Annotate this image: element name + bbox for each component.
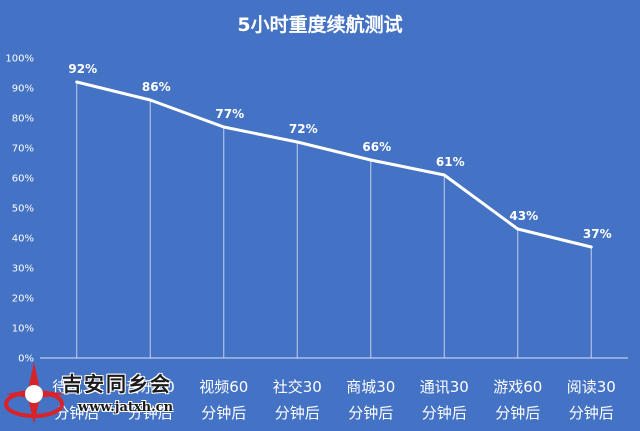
x-axis: 待机30 分钟后 音乐30 分钟后 视频60 分钟后 社交30 分钟后 商城30 分钟后 通讯30 分… xyxy=(52,378,616,422)
x-tick-label: 游戏60 xyxy=(493,378,542,396)
watermark-text: 吉安同乡会 xyxy=(62,372,172,396)
y-tick-label: 60% xyxy=(12,174,34,185)
y-tick-label: 0% xyxy=(18,354,34,365)
y-tick-label: 80% xyxy=(12,114,34,125)
y-tick-label: 70% xyxy=(12,144,34,155)
data-label: 92% xyxy=(68,62,97,76)
chart-title: 5小时重度续航测试 xyxy=(237,14,403,36)
x-tick-label: 分钟后 xyxy=(275,404,320,422)
x-tick-label: 分钟后 xyxy=(201,404,246,422)
data-label: 77% xyxy=(215,107,244,121)
y-tick-label: 40% xyxy=(12,234,34,245)
data-label: 86% xyxy=(142,80,171,94)
y-tick-label: 10% xyxy=(12,324,34,335)
watermark-emblem-icon xyxy=(4,362,66,424)
y-tick-label: 90% xyxy=(12,84,34,95)
x-tick-label: 分钟后 xyxy=(569,404,614,422)
series-polyline xyxy=(75,80,593,249)
x-tick-label: 分钟后 xyxy=(422,404,467,422)
data-label: 61% xyxy=(436,155,465,169)
y-tick-label: 100% xyxy=(5,54,34,65)
x-tick-label: 视频60 xyxy=(199,378,248,396)
y-tick-label: 50% xyxy=(12,204,34,215)
series-line xyxy=(75,80,593,249)
x-tick-label: 通讯30 xyxy=(420,378,469,396)
x-tick-label: 分钟后 xyxy=(54,404,99,422)
y-tick-label: 30% xyxy=(12,264,34,275)
drop-lines xyxy=(76,82,592,358)
x-tick-label: 社交30 xyxy=(273,378,322,396)
watermark-logo: 吉安同乡会 www.jatxh.cn xyxy=(4,360,204,428)
watermark-url: www.jatxh.cn xyxy=(78,400,174,415)
data-label: 72% xyxy=(289,122,318,136)
x-tick-label: 分钟后 xyxy=(128,404,173,422)
x-tick-label: 音乐30 xyxy=(126,378,175,396)
x-tick-label: 分钟后 xyxy=(495,404,540,422)
y-axis: 0% 10% 20% 30% 40% 50% 60% 70% 80% 90% 100% xyxy=(5,54,34,365)
data-labels: 92% 86% 77% 72% 66% 61% 43% 37% xyxy=(68,62,611,241)
y-tick-label: 20% xyxy=(12,294,34,305)
x-tick-label: 待机30 xyxy=(52,378,101,396)
x-tick-label: 分钟后 xyxy=(348,404,393,422)
x-tick-label: 商城30 xyxy=(346,378,395,396)
data-label: 66% xyxy=(362,140,391,154)
x-tick-label: 阅读30 xyxy=(567,378,616,396)
data-label: 43% xyxy=(509,209,538,223)
data-label: 37% xyxy=(583,227,612,241)
